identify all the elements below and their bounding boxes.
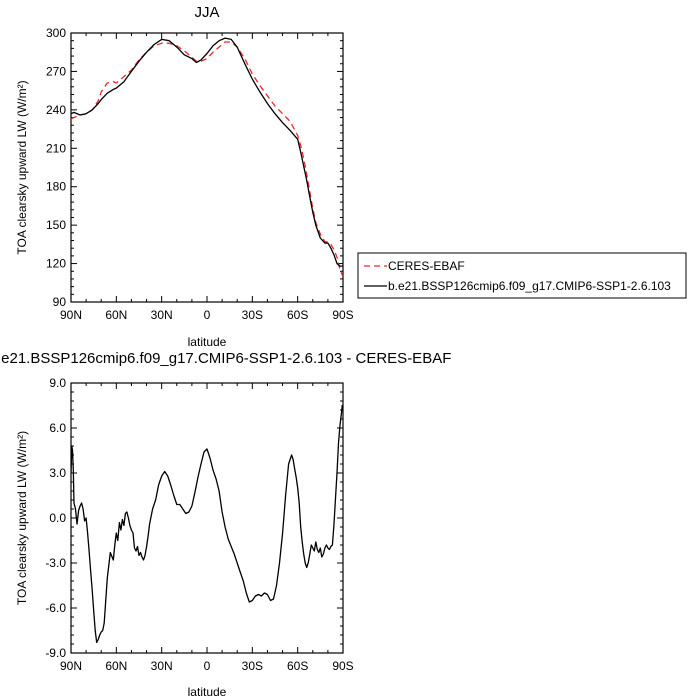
y-tick-label: 210 <box>46 141 66 155</box>
plot-frame <box>70 382 344 654</box>
y-tick-label: 6.0 <box>49 421 66 435</box>
x-tick-label: 60N <box>105 659 127 673</box>
series-line-1 <box>71 37 343 267</box>
y-tick-label: 3.0 <box>49 466 66 480</box>
y-tick-label: 300 <box>46 26 66 40</box>
y-tick-label: 0.0 <box>49 511 66 525</box>
x-tick-label: 60S <box>287 659 308 673</box>
series-line-0 <box>71 404 343 644</box>
y-axis-label: TOA clearsky upward LW (W/m²) <box>15 431 29 605</box>
y-tick-label: 150 <box>46 218 66 232</box>
x-tick-label: 0 <box>204 659 211 673</box>
x-tick-label: 30N <box>151 308 173 322</box>
top-panel-climatology: JJA 90N 60N 30N 0 30S 60S 90S 90 120 150 180 210 240 2… <box>15 4 687 349</box>
y-axis-label: TOA clearsky upward LW (W/m²) <box>15 80 29 254</box>
y-tick-label: 9.0 <box>49 376 66 390</box>
x-tick-label: 30S <box>242 659 263 673</box>
legend-label-1: b.e21.BSSP126cmip6.f09_g17.CMIP6-SSP1-2.… <box>388 279 671 293</box>
y-tick-label: 90 <box>53 295 67 309</box>
x-tick-label: 90S <box>332 659 353 673</box>
chart-title: b.e21.BSSP126cmip6.f09_g17.CMIP6-SSP1-2.… <box>0 350 451 367</box>
y-tick-label: -3.0 <box>45 556 66 570</box>
series-line-0 <box>71 41 343 277</box>
bottom-panel-difference: b.e21.BSSP126cmip6.f09_g17.CMIP6-SSP1-2.… <box>0 350 451 699</box>
y-tick-label: 240 <box>46 103 66 117</box>
x-axis-label: latitude <box>188 335 227 349</box>
y-tick-label: 180 <box>46 180 66 194</box>
x-axis-label: latitude <box>188 685 227 699</box>
x-tick-label: 90N <box>60 308 82 322</box>
x-tick-label: 0 <box>204 308 211 322</box>
legend-box <box>357 252 687 299</box>
x-tick-label: 60N <box>105 308 127 322</box>
x-tick-label: 30N <box>151 659 173 673</box>
y-tick-label: 120 <box>46 257 66 271</box>
x-tick-label: 30S <box>242 308 263 322</box>
y-tick-label: 270 <box>46 64 66 78</box>
x-tick-label: 90N <box>60 659 82 673</box>
y-tick-label: -9.0 <box>45 646 66 660</box>
x-tick-label: 90S <box>332 308 353 322</box>
x-tick-label: 60S <box>287 308 308 322</box>
plot-frame <box>70 32 344 303</box>
y-tick-label: -6.0 <box>45 601 66 615</box>
chart-title: JJA <box>194 4 219 21</box>
legend-label-0: CERES-EBAF <box>388 259 465 273</box>
